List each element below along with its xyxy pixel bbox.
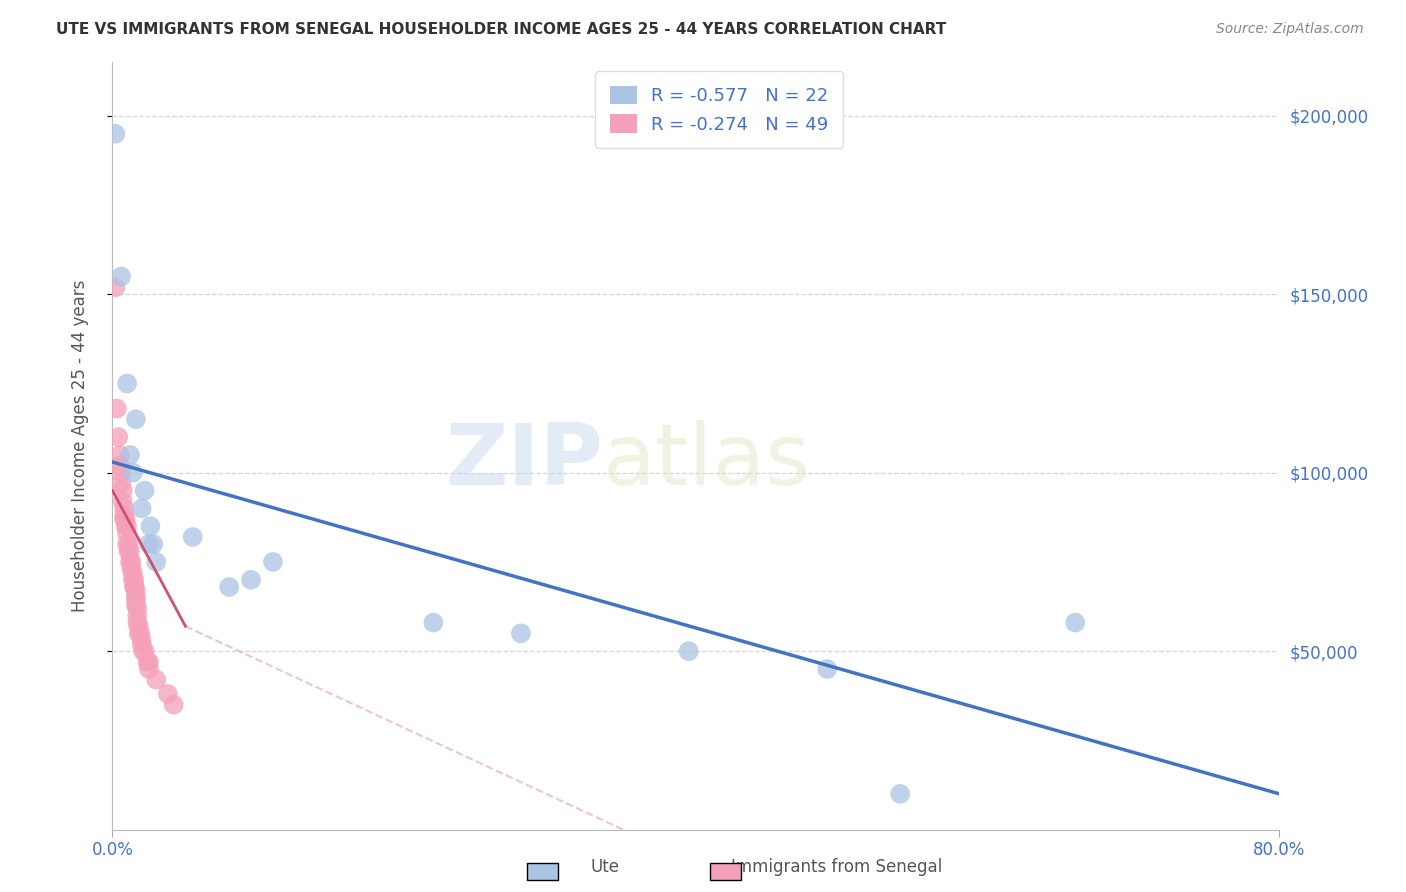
Point [125, 598, 148, 612]
Text: Source: ZipAtlas.com: Source: ZipAtlas.com [1216, 22, 1364, 37]
Point [134, 644, 156, 658]
Point [889, 787, 911, 801]
Point [122, 566, 145, 580]
Point [112, 501, 135, 516]
Text: atlas: atlas [603, 420, 811, 503]
Point [124, 580, 146, 594]
Point [1064, 615, 1087, 630]
Point [136, 655, 159, 669]
Point [108, 458, 131, 473]
Point [145, 555, 167, 569]
Point [112, 512, 135, 526]
Text: ZIP: ZIP [444, 420, 603, 503]
Point [181, 530, 204, 544]
Point [115, 376, 138, 391]
Point [115, 526, 138, 541]
Point [815, 662, 838, 676]
Point [127, 615, 149, 630]
Point [139, 519, 162, 533]
Point [110, 466, 132, 480]
Point [108, 448, 131, 462]
Point [118, 544, 141, 558]
Point [138, 662, 160, 676]
Point [117, 537, 139, 551]
Point [115, 519, 138, 533]
Point [120, 562, 142, 576]
Point [145, 673, 167, 687]
Point [124, 580, 146, 594]
Point [118, 555, 141, 569]
Point [111, 483, 134, 498]
Point [128, 619, 150, 633]
Point [129, 626, 152, 640]
Point [125, 591, 148, 605]
Point [107, 430, 129, 444]
Point [105, 401, 128, 416]
Text: Ute: Ute [591, 858, 620, 876]
Point [104, 127, 127, 141]
Point [127, 601, 149, 615]
Point [111, 494, 134, 508]
Point [262, 555, 284, 569]
Point [142, 537, 165, 551]
Text: UTE VS IMMIGRANTS FROM SENEGAL HOUSEHOLDER INCOME AGES 25 - 44 YEARS CORRELATION: UTE VS IMMIGRANTS FROM SENEGAL HOUSEHOLD… [56, 22, 946, 37]
Point [125, 591, 148, 605]
Point [131, 633, 153, 648]
Point [104, 280, 127, 294]
Point [132, 644, 155, 658]
Point [138, 655, 160, 669]
Point [127, 608, 149, 623]
Point [122, 573, 145, 587]
Point [134, 483, 156, 498]
Point [125, 583, 148, 598]
Point [124, 580, 146, 594]
Point [163, 698, 186, 712]
Point [112, 508, 135, 523]
Point [110, 269, 132, 284]
Point [678, 644, 700, 658]
Point [110, 476, 132, 491]
Point [218, 580, 240, 594]
Point [118, 448, 141, 462]
Point [115, 537, 138, 551]
Point [131, 637, 153, 651]
Point [131, 501, 153, 516]
Point [120, 555, 142, 569]
Legend: R = -0.577   N = 22, R = -0.274   N = 49: R = -0.577 N = 22, R = -0.274 N = 49 [596, 71, 844, 148]
Point [156, 687, 179, 701]
Text: Immigrants from Senegal: Immigrants from Senegal [731, 858, 942, 876]
Point [138, 537, 160, 551]
Point [114, 519, 136, 533]
Point [125, 412, 148, 426]
Y-axis label: Householder Income Ages 25 - 44 years: Householder Income Ages 25 - 44 years [70, 280, 89, 612]
Point [114, 512, 136, 526]
Point [509, 626, 531, 640]
Point [128, 626, 150, 640]
Point [122, 466, 145, 480]
Point [240, 573, 263, 587]
Point [117, 544, 139, 558]
Point [422, 615, 444, 630]
Point [124, 573, 146, 587]
